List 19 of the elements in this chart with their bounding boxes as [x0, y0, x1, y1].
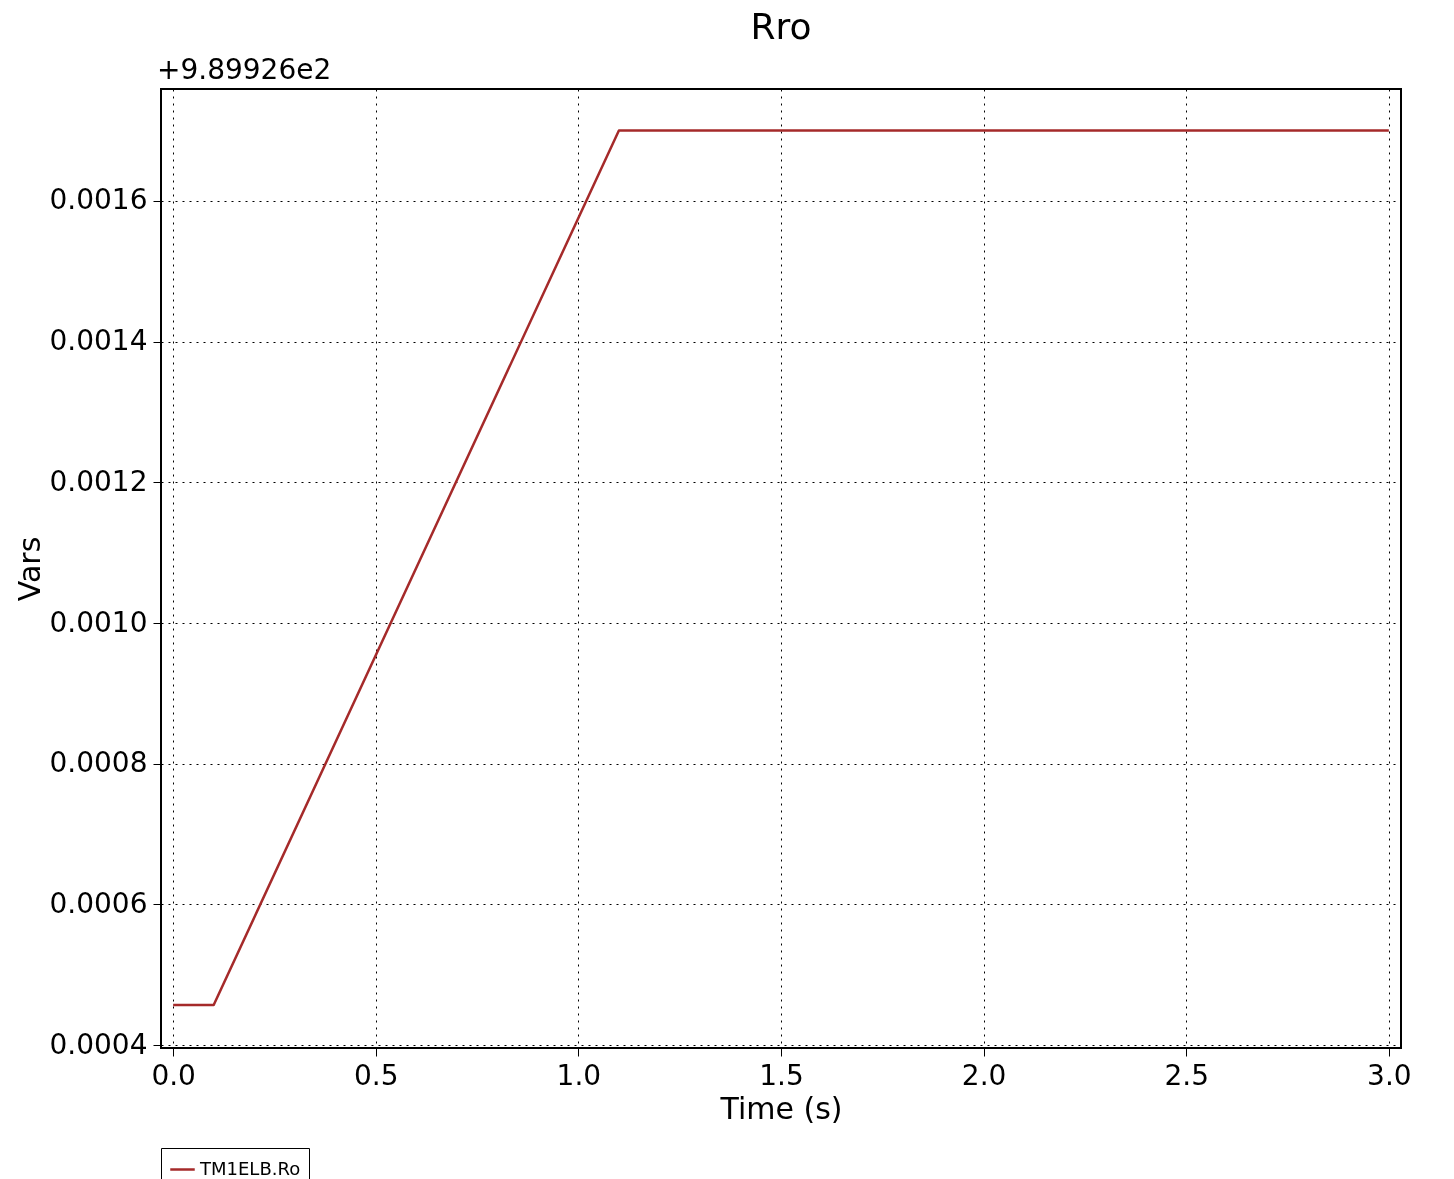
y-tick-label: 0.0014 [49, 324, 148, 358]
y-tick-label: 0.0012 [49, 464, 148, 498]
x-tick-label: 1.5 [759, 1058, 804, 1092]
y-axis-title: Vars [11, 536, 47, 602]
text: +9.89926e2 [157, 53, 332, 86]
x-tick-label: 1.0 [556, 1058, 602, 1092]
y-tick-label: 0.0010 [49, 605, 148, 639]
x-tick-label: 0.0 [151, 1058, 196, 1092]
y-tick-label: 0.0008 [49, 746, 148, 780]
y-tick-label: 0.0006 [49, 886, 148, 920]
x-tick-label: 2.5 [1164, 1058, 1209, 1092]
x-axis-title: Time (s) [719, 1090, 843, 1126]
x-tick-label: 2.0 [961, 1058, 1007, 1092]
legend-label: TM1ELB.Ro [199, 1157, 301, 1179]
x-tick-label: 3.0 [1367, 1058, 1412, 1092]
chart-title: Rro [750, 6, 812, 47]
x-tick-label: 0.5 [354, 1058, 399, 1092]
y-tick-label: 0.0016 [49, 183, 148, 217]
y-tick-label: 0.0004 [49, 1027, 148, 1061]
